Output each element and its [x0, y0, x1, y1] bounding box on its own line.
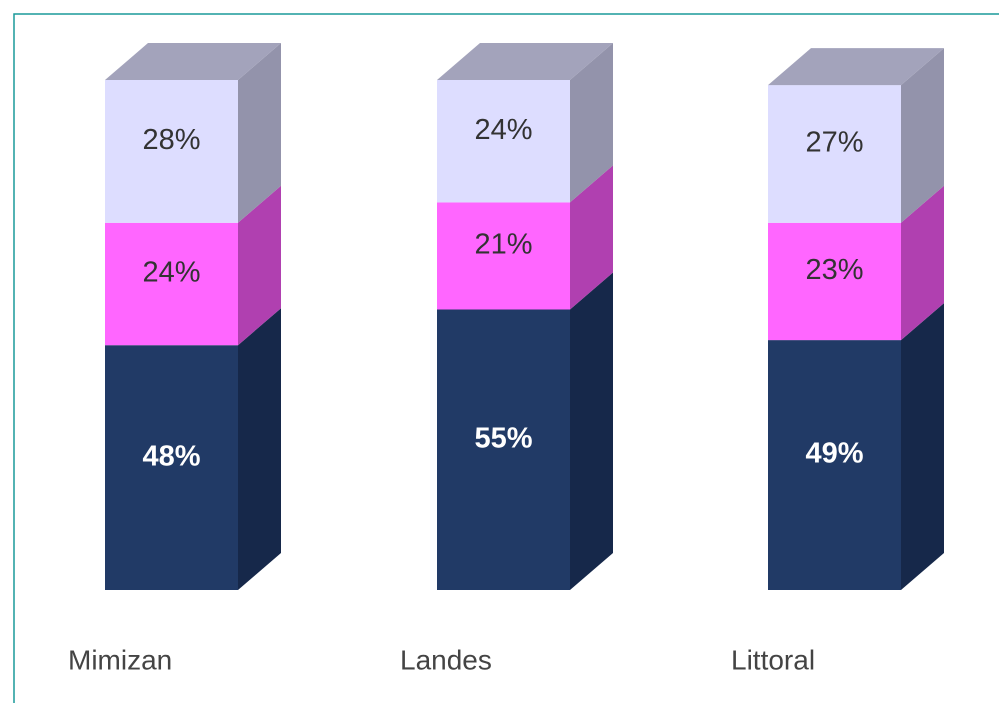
value-label: 48% — [142, 440, 200, 472]
bar-segment — [768, 85, 901, 223]
bar-segment — [437, 80, 570, 203]
bar-top — [105, 43, 281, 80]
bar-side — [238, 185, 281, 346]
bar-segment — [768, 340, 901, 590]
bar-segment — [105, 345, 238, 590]
value-label: 21% — [474, 229, 532, 261]
value-label: 49% — [805, 438, 863, 470]
category-label: Littoral — [731, 644, 815, 675]
bar-top — [437, 43, 613, 80]
value-label: 23% — [805, 254, 863, 286]
value-label: 55% — [474, 422, 532, 454]
bar-side — [901, 303, 944, 590]
bar-segment — [768, 222, 901, 341]
bar-side — [238, 43, 281, 223]
category-label: Landes — [400, 644, 492, 675]
bar-side — [570, 43, 613, 203]
bar-segment — [437, 309, 570, 590]
bar-segment — [105, 222, 238, 346]
value-label: 24% — [474, 114, 532, 146]
value-label: 24% — [142, 257, 200, 289]
value-label: 27% — [805, 127, 863, 159]
bar-side — [570, 165, 613, 310]
category-label: Mimizan — [68, 644, 172, 675]
bar-side — [901, 48, 944, 223]
value-label: 28% — [142, 124, 200, 156]
bar-top — [768, 48, 944, 86]
bar-side — [570, 272, 613, 590]
bar-side — [238, 308, 281, 590]
bar-segment — [437, 202, 570, 310]
bar-segment — [105, 80, 238, 223]
bar-side — [901, 185, 944, 341]
